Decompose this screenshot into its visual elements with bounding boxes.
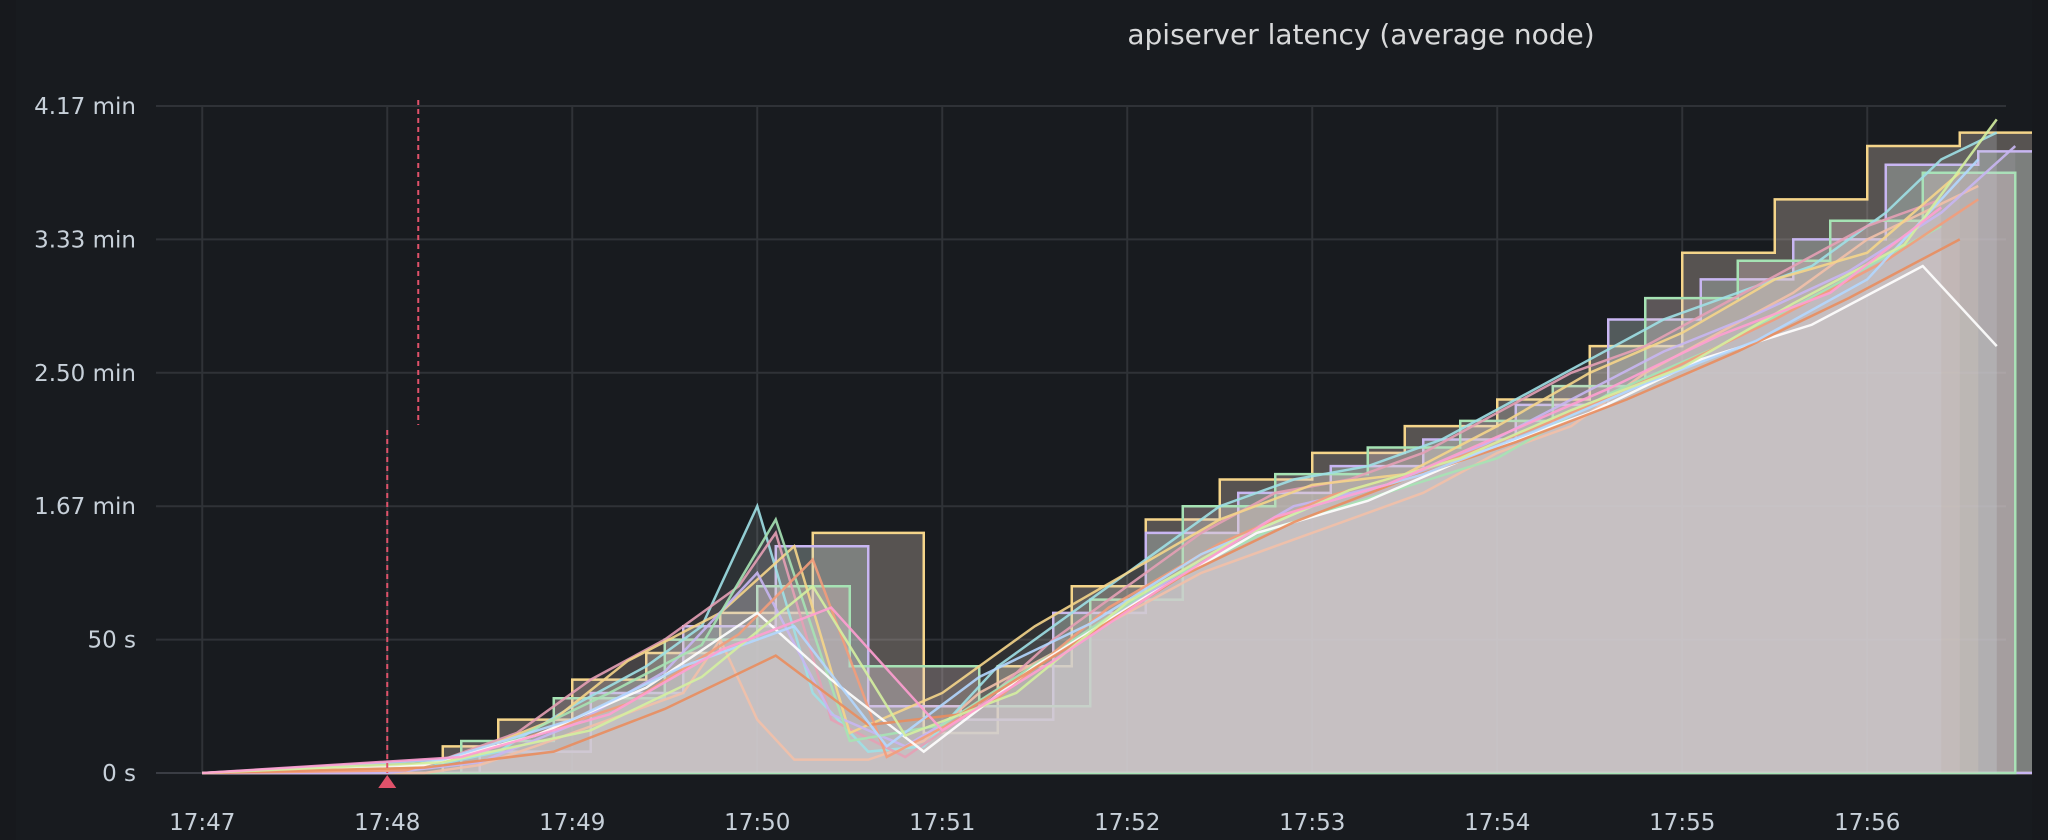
y-tick-label: 3.33 min	[34, 227, 136, 253]
y-tick-label: 2.50 min	[34, 361, 136, 387]
x-tick-label: 17:47	[169, 810, 235, 836]
x-tick-label: 17:51	[909, 810, 975, 836]
y-axis-ticks: 0 s 50 s 1.67 min 2.50 min 3.33 min 4.17 min	[34, 94, 136, 787]
line-layer	[202, 118, 2017, 775]
series-area	[202, 132, 1997, 773]
annotation-marker-icon[interactable]	[378, 775, 397, 788]
series-area	[202, 239, 1960, 773]
y-tick-label: 50 s	[87, 628, 136, 654]
x-tick-label: 17:54	[1464, 810, 1530, 836]
series-line	[202, 131, 1998, 775]
x-tick-label: 17:55	[1649, 810, 1715, 836]
step-area-series	[202, 150, 2032, 775]
series-line	[202, 198, 1979, 775]
area-layer	[202, 119, 2032, 775]
series-area	[202, 266, 1997, 773]
series-area	[202, 199, 1979, 773]
x-tick-label: 17:52	[1094, 810, 1160, 836]
series-line	[202, 206, 1943, 775]
series-area	[202, 186, 1979, 774]
y-tick-label: 4.17 min	[34, 94, 136, 120]
series-area	[202, 207, 1942, 773]
series-area	[202, 159, 1979, 774]
x-axis-ticks: 17:47 17:48 17:49 17:50 17:51 17:52 17:53 17:54…	[169, 810, 1900, 836]
y-tick-label: 1.67 min	[34, 494, 136, 520]
series-line	[202, 198, 1942, 775]
series-line	[202, 171, 1961, 775]
x-tick-label: 17:48	[354, 810, 420, 836]
series-area	[202, 226, 1942, 773]
series-line	[202, 118, 1998, 775]
chart-panel: apiserver latency (average node) 0 s 50 s…	[16, 0, 2032, 840]
x-tick-label: 17:53	[1279, 810, 1345, 836]
series-line	[202, 158, 1980, 775]
chart-svg: apiserver latency (average node) 0 s 50 s…	[34, 18, 2032, 836]
series-area	[202, 119, 1997, 774]
annotation-layer	[378, 100, 420, 788]
x-tick-label: 17:50	[724, 810, 790, 836]
series-area	[202, 199, 1942, 773]
series-area	[202, 146, 2016, 773]
chart-title: apiserver latency (average node)	[1127, 18, 1594, 51]
x-tick-label: 17:56	[1834, 810, 1900, 836]
series-area	[202, 172, 1960, 773]
y-tick-label: 0 s	[102, 761, 136, 787]
x-tick-label: 17:49	[539, 810, 605, 836]
